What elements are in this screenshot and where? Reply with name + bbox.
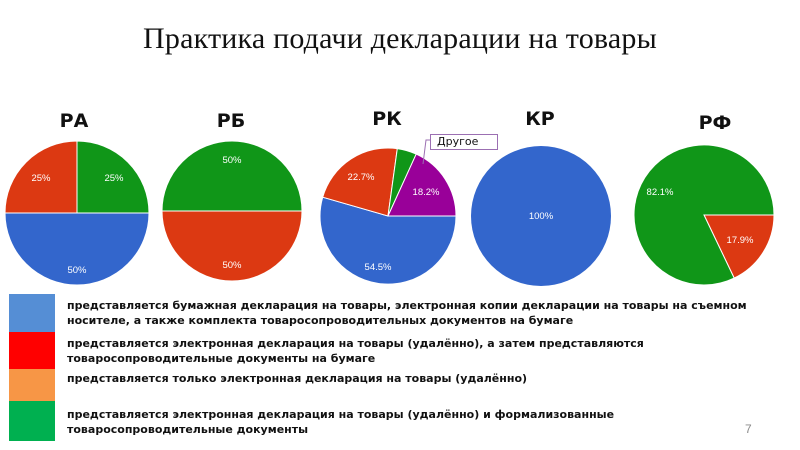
legend-item: представляется электронная декларация на… [9,332,789,369]
legend-item: представляется бумажная декларация на то… [9,294,789,332]
legend-text: представляется электронная декларация на… [67,408,615,436]
pie-chart-rf: 82.1% 17.9% [633,144,775,286]
chart-label-kr: КР [525,108,555,130]
slide-title: Практика подачи декларации на товары [143,22,657,55]
chart-label-rk: РК [372,108,402,130]
chart-label-rb: РБ [216,110,246,132]
pie-chart-rk: 22.7% 18.2% 54.5% [319,139,457,285]
pie-charts: 50% 25% 25% 50% 50% 22.7% 18.2% 54.5% 10… [4,139,775,286]
legend-item: представляется электронная декларация на… [9,401,789,441]
legend-text: представляется только электронная деклар… [67,372,528,385]
chart-label-ra: РА [59,110,89,132]
slice-label: 17.9% [727,235,754,246]
slice-label: 50% [222,155,242,166]
legend-item: представляется только электронная деклар… [9,369,789,401]
legend-swatch-red [9,332,55,369]
slice-label: 22.7% [348,172,375,183]
slice-label: 18.2% [413,187,440,198]
page-number: 7 [745,422,752,436]
legend-swatch-orange [9,369,55,401]
callout-leader-line [422,139,430,165]
legend-swatch-green [9,401,55,441]
slice-label: 100% [529,211,554,222]
legend: представляется бумажная декларация на то… [9,294,789,441]
legend-text: представляется электронная декларация на… [67,337,644,365]
slice-label: 50% [67,265,87,276]
slice-label: 50% [222,260,242,271]
slice-label: 25% [31,173,51,184]
slice-label: 82.1% [647,187,674,198]
legend-text: представляется бумажная декларация на то… [67,299,747,327]
pie-chart-rb: 50% 50% [161,140,303,282]
slice-label: 25% [104,173,124,184]
slice-label: 54.5% [365,262,392,273]
pie-chart-kr: 100% [471,146,611,286]
chart-label-rf: РФ [698,112,732,134]
pie-chart-ra: 50% 25% 25% [4,140,150,286]
callout-other: Другое [430,134,498,150]
legend-swatch-blue [9,294,55,332]
